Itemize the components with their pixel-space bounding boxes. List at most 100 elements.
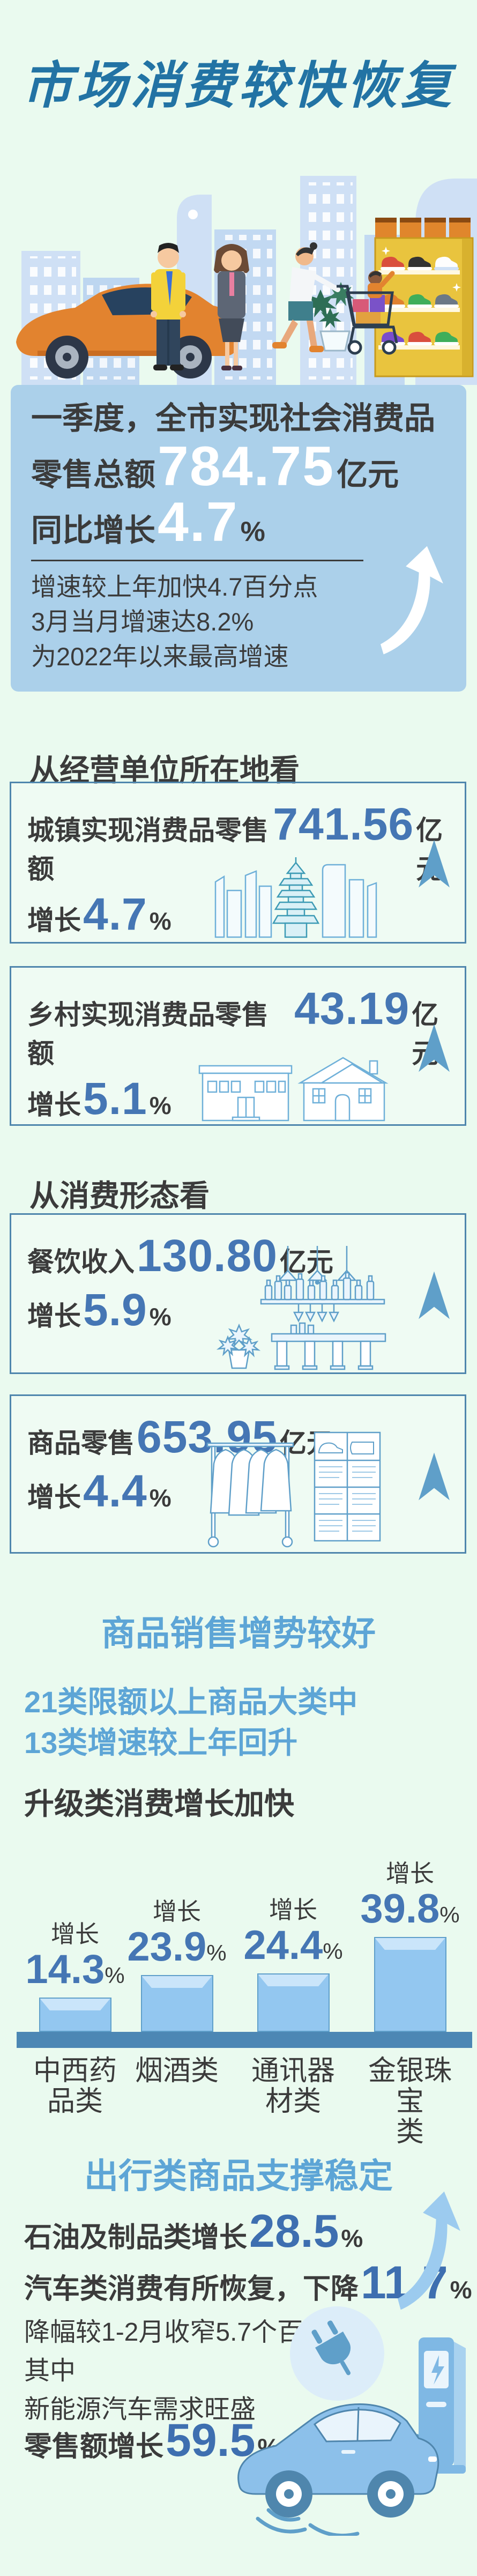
urban-growth-value: 4.7	[83, 889, 147, 939]
bar1-value: 14.3	[25, 1947, 105, 1992]
signal-arcs-icon	[256, 2508, 360, 2536]
bar-2	[140, 1975, 213, 2032]
catering-label: 餐饮收入	[27, 1247, 135, 1277]
retail-growth-value: 4.4	[83, 1466, 147, 1516]
rural-value: 43.19	[294, 983, 410, 1034]
hero-total-label: 零售总额	[31, 457, 156, 492]
urban-stat-box: 城镇实现消费品零售额 741.56 亿元 增长 4.7 %	[10, 782, 466, 944]
rural-stat-box: 乡村实现消费品零售额 43.19 亿元 增长 5.1 %	[10, 966, 466, 1126]
urban-growth-label: 增长	[27, 905, 81, 936]
hero-total-value: 784.75	[158, 435, 335, 498]
salesman-icon	[151, 243, 186, 370]
oil-label: 石油及制品类增长	[24, 2222, 248, 2253]
saleswoman-icon	[214, 244, 249, 370]
auto-unit: %	[450, 2276, 472, 2304]
section-heading-location: 从经营单位所在地看	[29, 753, 300, 787]
up-arrow-icon	[419, 1024, 450, 1072]
rural-growth-value: 5.1	[83, 1073, 147, 1124]
bar2-growth-label: 增长	[152, 1898, 201, 1925]
retail-label: 商品零售	[27, 1428, 135, 1458]
catering-stat-box: 餐饮收入 130.80 亿元 增长 5.9 %	[10, 1213, 466, 1374]
rural-growth-unit: %	[149, 1092, 172, 1119]
retail-stat-box: 商品零售 653.95 亿元 增长 4.4 %	[10, 1394, 466, 1554]
category-label-3: 通讯器 材类	[251, 2055, 335, 2118]
catering-growth-value: 5.9	[83, 1285, 147, 1335]
hero-line1: 一季度，全市实现社会消费品	[31, 401, 436, 436]
bar1-unit: %	[105, 1963, 125, 1988]
bar1-growth-label: 增长	[50, 1920, 99, 1948]
catering-growth-unit: %	[149, 1303, 172, 1331]
bar-3	[257, 1973, 330, 2032]
hero-growth-label: 同比增长	[31, 513, 156, 548]
rural-growth-row: 增长 5.1 %	[27, 1073, 465, 1125]
ev-car-icon	[237, 2403, 439, 2518]
bar4-value: 39.8	[360, 1886, 440, 1932]
rural-growth-label: 增长	[27, 1090, 81, 1120]
urban-growth-row: 增长 4.7 %	[27, 888, 465, 940]
hero-note3: 为2022年以来最高增速	[31, 642, 289, 671]
urban-value-row: 城镇实现消费品零售额 741.56 亿元	[27, 798, 465, 886]
goods-heading: 商品销售增势较好	[101, 1614, 376, 1653]
hero-growth-unit: %	[240, 516, 265, 548]
hero-growth-row: 同比增长 4.7 %	[31, 491, 447, 554]
bar2-unit: %	[206, 1940, 227, 1965]
nev-label: 零售额增长	[24, 2431, 164, 2462]
goods-line2: 13类增速较上年回升	[24, 1726, 298, 1760]
hero-growth-value: 4.7	[158, 491, 238, 554]
urban-growth-unit: %	[149, 907, 172, 935]
goods-subheading: 升级类消费增长加快	[24, 1787, 294, 1821]
travel-up-swoosh-arrow-icon	[398, 2191, 460, 2310]
hero-note2: 3月当月增速达8.2%	[31, 607, 254, 636]
category-label-1: 中西药 品类	[33, 2055, 117, 2118]
retail-growth-unit: %	[149, 1484, 172, 1512]
clothing-rack-icon	[206, 1431, 381, 1548]
oil-row: 石油及制品类增长 28.5 %	[24, 2206, 363, 2257]
travel-heading: 出行类商品支撑稳定	[84, 2157, 393, 2195]
travel-note2: 其中	[24, 2357, 76, 2385]
category-label-4: 金银珠宝类	[368, 2055, 452, 2148]
catering-value-row: 餐饮收入 130.80 亿元	[27, 1230, 333, 1282]
hero-note1: 增速较上年加快4.7百分点	[31, 573, 318, 602]
upgrade-goods-bar-chart: 增长 14.3% 增长 23.9% 增长 24.4% 增长 39.8%	[0, 1839, 477, 2148]
oil-value: 28.5	[249, 2206, 339, 2257]
travel-note3: 新能源汽车需求旺盛	[24, 2395, 256, 2424]
up-arrow-icon	[419, 1452, 450, 1501]
bar-1	[39, 1998, 111, 2032]
auto-row: 汽车类消费有所恢复，下降 11.7 %	[24, 2260, 472, 2306]
city-skyline-icon	[214, 857, 377, 938]
chart-baseline	[17, 2032, 472, 2048]
shopper-cart-icon	[272, 242, 398, 355]
up-swoosh-arrow-icon	[381, 546, 443, 655]
charging-station-icon	[398, 2337, 466, 2483]
urban-label: 城镇实现消费品零售额	[27, 815, 269, 884]
catering-growth-label: 增长	[27, 1301, 81, 1331]
urban-value: 741.56	[273, 799, 414, 849]
rural-label: 乡村实现消费品零售额	[27, 1000, 269, 1068]
retail-growth-row: 增长 4.4 %	[27, 1465, 333, 1517]
catering-value: 130.80	[137, 1230, 278, 1281]
plug-icon	[311, 2320, 351, 2375]
plant-icon	[304, 282, 354, 352]
restaurant-bar-icon	[216, 1246, 386, 1370]
bar-4	[374, 1937, 446, 2032]
goods-line1: 21类限额以上商品大类中	[24, 1685, 358, 1719]
hero-stat-card: 一季度，全市实现社会消费品 零售总额 784.75 亿元 同比增长 4.7 % …	[11, 385, 466, 692]
chart-column-1: 增长 14.3%	[25, 1839, 125, 2032]
hero-total-unit: 亿元	[337, 457, 399, 492]
catering-growth-row: 增长 5.9 %	[27, 1284, 333, 1336]
up-arrow-icon	[419, 840, 450, 888]
auto-label: 汽车类消费有所恢复，下降	[24, 2274, 359, 2305]
bar3-growth-label: 增长	[269, 1896, 317, 1924]
bar3-value: 24.4	[243, 1922, 323, 1968]
up-arrow-icon	[419, 1271, 450, 1319]
bar3-unit: %	[323, 1939, 343, 1964]
bar4-growth-label: 增长	[385, 1860, 434, 1887]
oil-unit: %	[341, 2224, 363, 2252]
chart-column-3: 增长 24.4%	[243, 1839, 343, 2032]
page-title: 市场消费较快恢复	[21, 57, 455, 114]
nev-value: 59.5	[166, 2415, 256, 2466]
bar2-value: 23.9	[127, 1924, 207, 1970]
chart-column-4: 增长 39.8%	[360, 1839, 460, 2032]
section-heading-form: 从消费形态看	[29, 1179, 210, 1213]
